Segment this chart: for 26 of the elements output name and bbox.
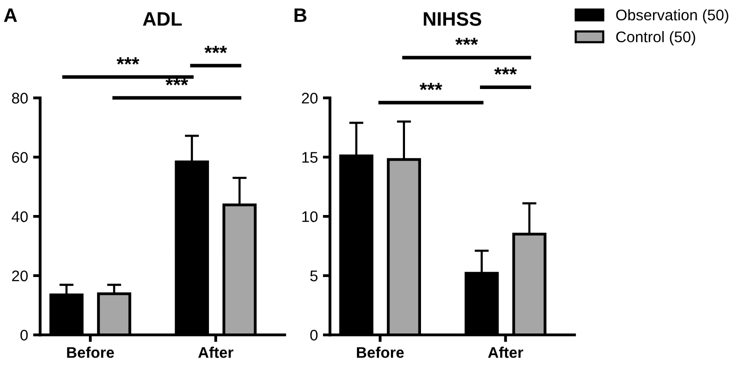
text: B — [294, 8, 306, 22]
text: *** — [204, 46, 228, 54]
x-tick-label: Before — [67, 346, 114, 358]
x-tick-label: After — [488, 346, 524, 358]
y-tick-label: 80 — [12, 92, 28, 104]
chart-title: NIHSS — [424, 12, 482, 26]
text: *** — [116, 57, 140, 64]
text: *** — [166, 78, 188, 86]
legend-label: Control (50) — [616, 31, 696, 46]
y-tick-label: 0 — [310, 330, 318, 341]
y-tick-label: 60 — [12, 152, 28, 163]
chart-title: ADL — [142, 12, 182, 26]
y-tick-label: 5 — [310, 270, 318, 282]
y-tick-label: 10 — [302, 211, 318, 222]
text: *** — [455, 38, 478, 46]
y-tick-label: 15 — [302, 152, 318, 163]
text: A — [4, 8, 17, 22]
legend-label: Observation (50) — [616, 9, 728, 24]
text: *** — [494, 67, 517, 75]
x-tick-label: After — [198, 346, 234, 358]
y-tick-label: 20 — [12, 270, 28, 282]
x-tick-label: Before — [356, 346, 404, 358]
y-tick-label: 0 — [20, 330, 28, 341]
text: *** — [420, 82, 442, 90]
y-tick-label: 40 — [12, 211, 28, 222]
y-tick-label: 20 — [302, 92, 318, 104]
